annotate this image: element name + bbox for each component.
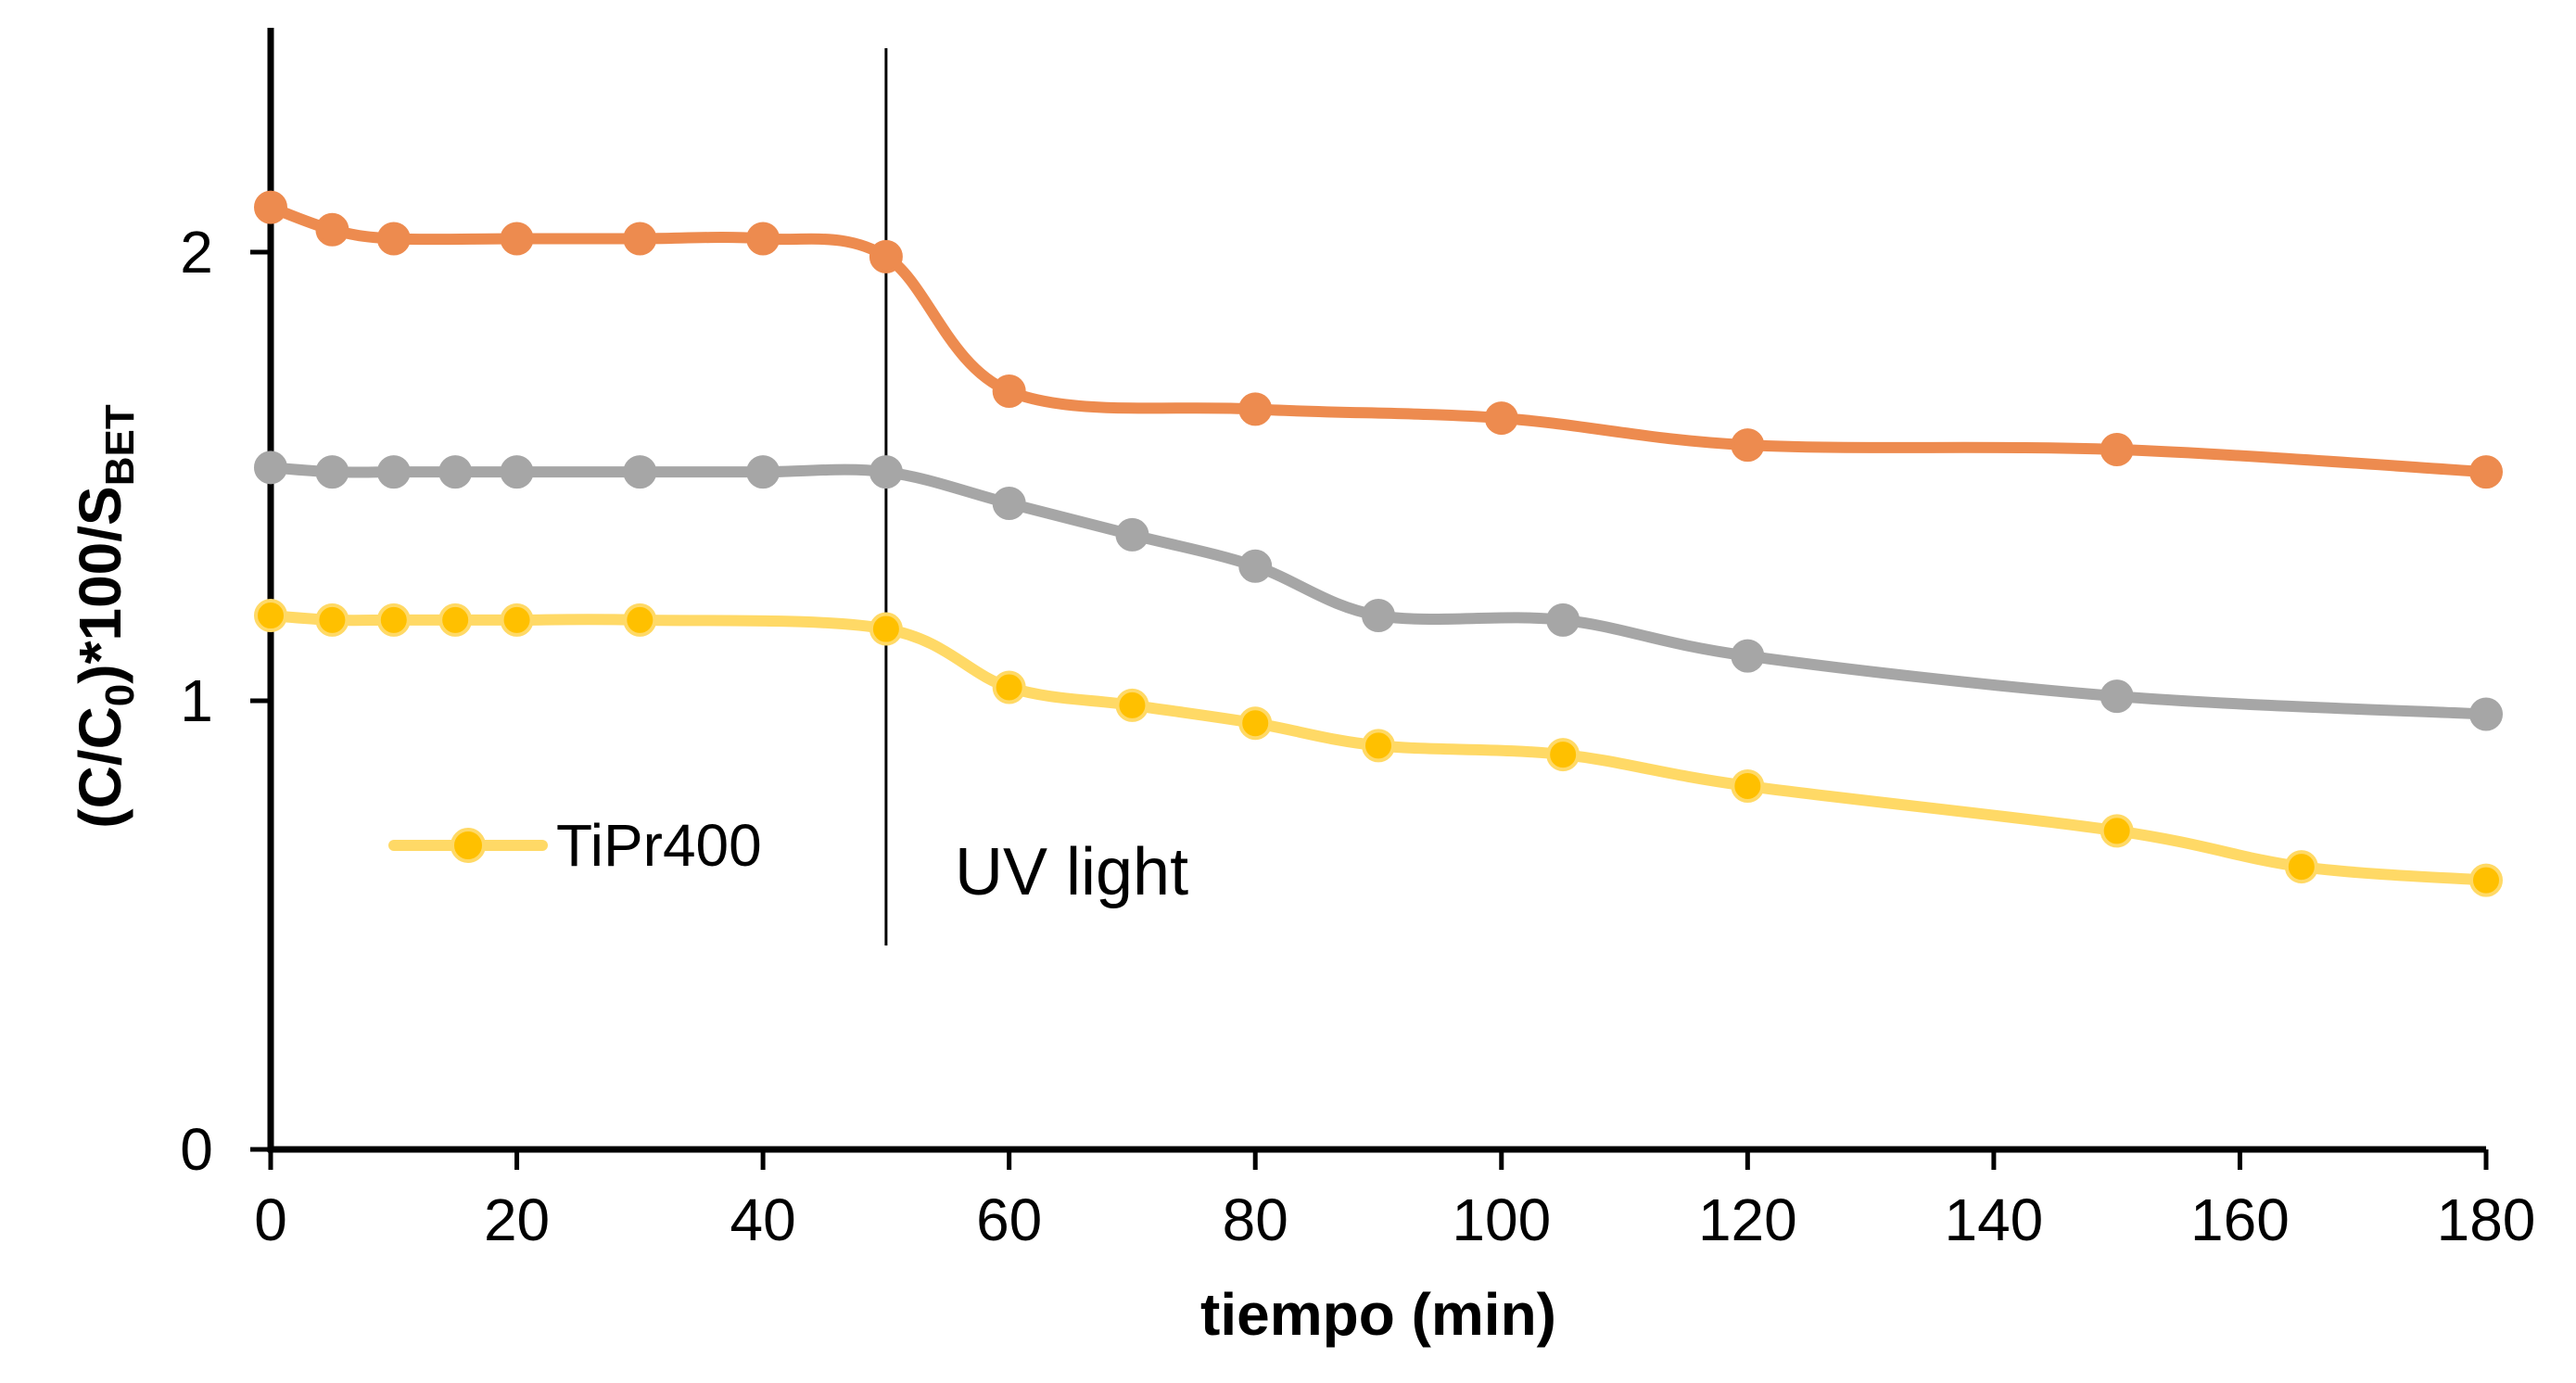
x-tick-label: 160 [2190, 1186, 2290, 1253]
x-tick-label: 60 [976, 1186, 1042, 1253]
data-point [869, 612, 903, 646]
x-axis-ticks: 0 20 40 60 80 100 120 140 160 180 [254, 1149, 2535, 1253]
x-tick-label: 140 [1944, 1186, 2043, 1253]
y-axis-title-sub1: BET [97, 404, 143, 486]
y-axis-title: (C/C0)*100/SBET [67, 404, 143, 829]
series-line-1 [265, 462, 2492, 720]
data-point [2469, 455, 2503, 489]
series-line-0 [265, 201, 2492, 478]
data-point [1731, 768, 1765, 803]
data-point [2100, 679, 2134, 714]
data-point [746, 222, 780, 256]
legend-marker [450, 828, 486, 863]
data-point [1362, 729, 1395, 763]
marker-layer [254, 190, 2503, 897]
x-tick-label: 20 [484, 1186, 550, 1253]
data-point [254, 599, 287, 633]
data-point [623, 455, 657, 489]
x-tick-label: 80 [1223, 1186, 1288, 1253]
series-layer [265, 201, 2492, 886]
legend: TiPr400 [388, 812, 762, 879]
data-point [500, 222, 534, 256]
data-point [438, 603, 473, 637]
data-point [1238, 392, 1273, 426]
y-axis-title-sub0: 0 [97, 684, 143, 706]
y-axis-title-prefix: (C/C [67, 706, 133, 829]
data-point [1115, 688, 1149, 722]
data-point [376, 455, 411, 489]
x-tick-label: 120 [1698, 1186, 1797, 1253]
uv-light-annotation: UV light [955, 835, 1188, 909]
data-point [1115, 517, 1149, 552]
data-point [869, 455, 903, 489]
data-point [1731, 639, 1765, 673]
y-tick-label: 2 [180, 219, 213, 285]
data-point [376, 222, 411, 256]
data-point [992, 374, 1026, 409]
y-axis-ticks: 0 1 2 [180, 219, 271, 1183]
x-tick-label: 100 [1452, 1186, 1551, 1253]
data-point [1484, 401, 1518, 436]
legend-label: TiPr400 [556, 812, 762, 879]
data-point [1238, 549, 1273, 583]
data-point [992, 487, 1026, 521]
data-point [2100, 432, 2134, 466]
y-tick-label: 1 [180, 667, 213, 734]
data-point [500, 603, 534, 637]
y-tick-label: 0 [180, 1116, 213, 1183]
data-point [2469, 697, 2503, 731]
data-point [746, 455, 780, 489]
data-point [315, 603, 349, 637]
y-axis-title-middle: )*100/S [67, 486, 133, 683]
data-point [438, 455, 473, 489]
data-point [1731, 428, 1765, 463]
data-point [1546, 738, 1580, 772]
x-tick-label: 0 [254, 1186, 287, 1253]
data-point [1362, 599, 1395, 633]
data-point [376, 603, 411, 637]
x-tick-label: 40 [730, 1186, 796, 1253]
x-tick-label: 180 [2437, 1186, 2536, 1253]
data-point [2469, 863, 2503, 897]
data-point [1546, 603, 1580, 637]
data-point [623, 603, 657, 637]
data-point [1238, 706, 1273, 741]
data-point [500, 455, 534, 489]
data-point [315, 455, 349, 489]
data-point [315, 212, 349, 247]
data-point [623, 222, 657, 256]
data-point [992, 670, 1026, 704]
x-axis-title: tiempo (min) [1200, 1281, 1556, 1348]
data-point [254, 450, 287, 485]
data-point [254, 190, 287, 224]
data-point [2100, 814, 2134, 848]
series-line-2 [265, 610, 2492, 886]
data-point [2284, 850, 2318, 884]
data-point [869, 239, 903, 273]
